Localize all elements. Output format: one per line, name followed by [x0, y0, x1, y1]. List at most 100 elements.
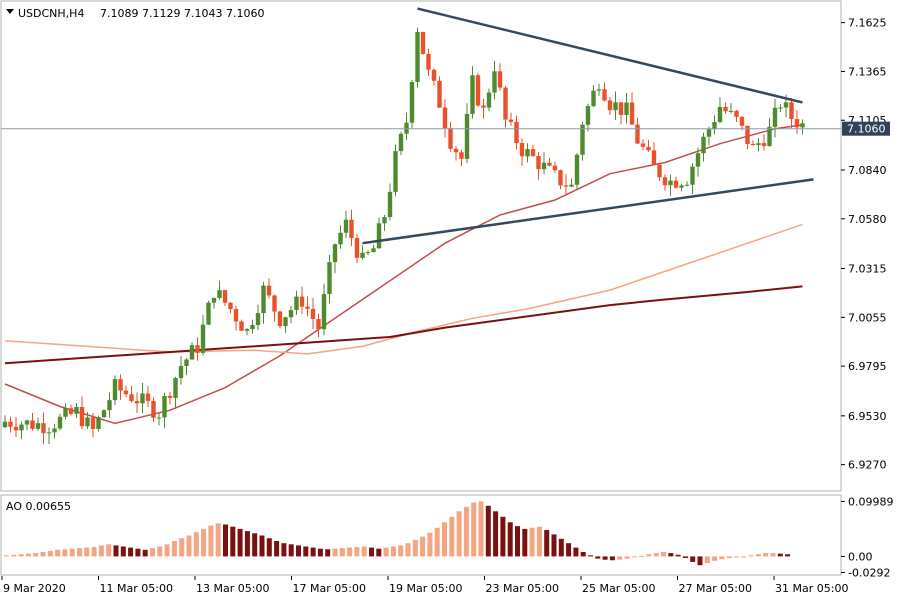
candle — [52, 423, 57, 439]
ao-bar — [763, 553, 769, 557]
chart-header: USDCNH,H4 7.1089 7.1129 7.1043 7.1060 — [6, 7, 264, 20]
candle-body — [68, 408, 74, 414]
candle-body — [547, 162, 552, 166]
candle — [365, 250, 371, 256]
candle-body — [591, 90, 596, 107]
candle — [167, 391, 173, 405]
candle-body — [739, 116, 745, 126]
ao-bar — [748, 555, 754, 557]
candle-body — [464, 113, 470, 159]
ao-bar — [719, 556, 725, 560]
ao-bar — [91, 547, 97, 557]
support-trendline[interactable] — [362, 178, 814, 245]
ao-bar — [755, 554, 761, 557]
ao-bar — [18, 554, 24, 557]
candle-body — [607, 100, 613, 111]
ao-bar — [427, 532, 433, 557]
candle-body — [129, 394, 134, 402]
ao-bar — [84, 547, 90, 557]
ao-tick-label: -0.0292 — [848, 566, 890, 579]
candle — [178, 356, 184, 385]
candle — [569, 178, 574, 188]
price-axis[interactable]: 7.16257.13657.11057.08407.05807.03157.00… — [841, 17, 887, 472]
candle-body — [794, 119, 800, 128]
ao-bar — [369, 547, 374, 557]
candle-body — [415, 32, 420, 83]
candle-body — [541, 162, 547, 170]
ao-bar — [697, 556, 703, 566]
ao-bar — [617, 556, 623, 560]
ao-panel[interactable]: AO 0.00655 0.09989 0.00 -0.0292 — [0, 494, 894, 579]
ao-bar — [4, 555, 9, 557]
candle-body — [233, 309, 239, 322]
candle-body — [79, 406, 85, 427]
ao-bar — [478, 501, 484, 557]
candle — [46, 427, 52, 444]
candle — [156, 413, 162, 426]
candle-body — [41, 423, 46, 434]
ao-bar — [164, 544, 170, 557]
dropdown-triangle-icon[interactable] — [6, 9, 14, 14]
resistance-trendline[interactable] — [417, 7, 803, 104]
candle-body — [376, 223, 382, 249]
candle-body — [701, 136, 706, 154]
moving-average-layer — [4, 124, 803, 425]
candlestick-layer — [2, 27, 805, 445]
ao-bar — [609, 556, 615, 561]
candle — [283, 316, 288, 333]
candle — [624, 92, 629, 124]
ao-bar — [770, 553, 776, 557]
candle-body — [2, 421, 8, 428]
ao-bar — [259, 535, 265, 557]
candle-body — [162, 395, 167, 418]
candle — [305, 296, 310, 317]
candle-body — [481, 105, 486, 108]
candle — [723, 102, 728, 114]
time-tick-label: 31 Mar 05:00 — [775, 582, 848, 595]
candle-body — [750, 144, 756, 146]
ao-bar — [332, 548, 338, 557]
ao-bar — [485, 505, 491, 557]
candle — [668, 174, 673, 196]
candle — [657, 163, 662, 181]
candle-body — [266, 285, 272, 296]
candle — [492, 60, 497, 100]
candle-body — [250, 324, 255, 330]
ao-bar — [33, 553, 39, 557]
candle-body — [294, 296, 299, 311]
candle — [206, 300, 211, 326]
candle-body — [365, 252, 371, 254]
candle-body — [629, 102, 635, 125]
ao-bar — [11, 554, 17, 557]
ao-bar — [507, 522, 513, 557]
candle — [129, 385, 134, 403]
price-tick-label: 7.0840 — [848, 164, 887, 177]
candle — [789, 97, 794, 128]
candle-body — [327, 262, 332, 295]
ao-axis: 0.09989 0.00 -0.0292 — [841, 495, 894, 579]
candle-body — [492, 71, 497, 93]
candle-body — [167, 395, 173, 398]
ao-bar — [142, 549, 148, 557]
candle — [448, 122, 453, 152]
price-panel-border — [0, 0, 842, 492]
candle-body — [321, 294, 327, 330]
candle-body — [602, 89, 607, 101]
candle-body — [13, 426, 19, 431]
price-panel[interactable] — [0, 0, 842, 492]
candle-body — [783, 102, 789, 108]
candle-body — [305, 306, 310, 309]
time-axis[interactable]: 9 Mar 2020 11 Mar 05:00 13 Mar 05:00 17 Mar… — [1, 576, 848, 595]
candle-body — [134, 401, 140, 404]
candle — [629, 92, 635, 125]
candle — [602, 82, 607, 102]
candle-body — [211, 297, 217, 303]
ao-bar — [573, 547, 579, 557]
ao-bar — [150, 548, 155, 557]
ao-bar — [179, 538, 185, 557]
ao-bar — [522, 528, 528, 557]
candle — [266, 278, 272, 299]
ao-bar — [412, 539, 418, 557]
candle-body — [778, 107, 783, 109]
ao-bar — [631, 556, 637, 558]
